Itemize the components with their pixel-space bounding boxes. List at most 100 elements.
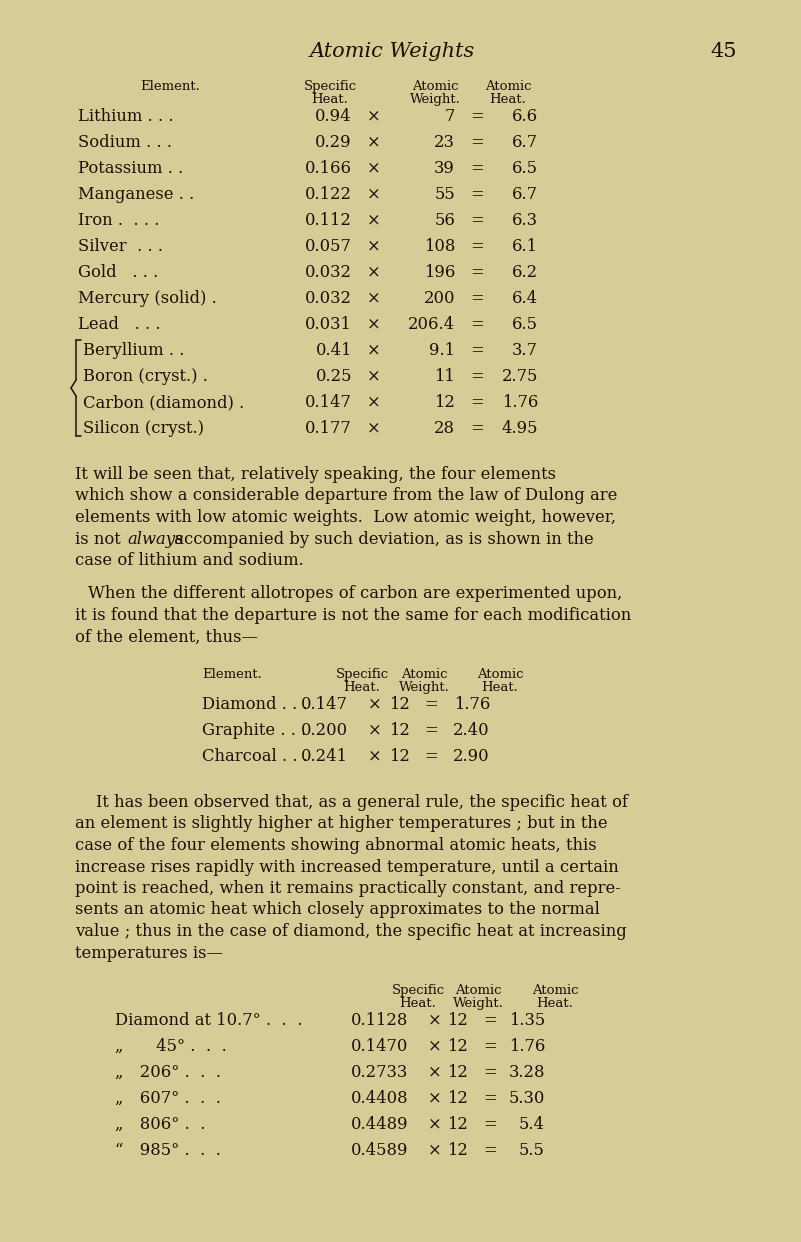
Text: Silicon (cryst.): Silicon (cryst.) bbox=[83, 420, 204, 437]
Text: case of lithium and sodium.: case of lithium and sodium. bbox=[75, 551, 304, 569]
Text: 12: 12 bbox=[389, 722, 410, 739]
Text: 6.1: 6.1 bbox=[512, 238, 538, 255]
Text: 0.147: 0.147 bbox=[305, 394, 352, 411]
Text: =: = bbox=[483, 1141, 497, 1159]
Text: ×: × bbox=[367, 420, 380, 437]
Text: Atomic: Atomic bbox=[455, 984, 501, 997]
Text: 1.76: 1.76 bbox=[509, 1038, 545, 1054]
Text: Atomic Weights: Atomic Weights bbox=[310, 42, 475, 61]
Text: =: = bbox=[470, 212, 484, 229]
Text: 12: 12 bbox=[447, 1117, 468, 1133]
Text: 6.6: 6.6 bbox=[512, 108, 538, 125]
Text: Potassium . .: Potassium . . bbox=[78, 160, 183, 178]
Text: 1.35: 1.35 bbox=[509, 1012, 545, 1030]
Text: When the different allotropes of carbon are experimented upon,: When the different allotropes of carbon … bbox=[88, 585, 622, 602]
Text: 12: 12 bbox=[447, 1090, 468, 1107]
Text: of the element, thus—: of the element, thus— bbox=[75, 628, 258, 646]
Text: 196: 196 bbox=[424, 265, 455, 281]
Text: Diamond . . .: Diamond . . . bbox=[202, 696, 308, 713]
Text: 108: 108 bbox=[424, 238, 455, 255]
Text: ×: × bbox=[368, 696, 382, 713]
Text: 5.5: 5.5 bbox=[519, 1141, 545, 1159]
Text: 6.3: 6.3 bbox=[512, 212, 538, 229]
Text: 0.166: 0.166 bbox=[305, 160, 352, 178]
Text: accompanied by such deviation, as is shown in the: accompanied by such deviation, as is sho… bbox=[169, 530, 594, 548]
Text: 0.057: 0.057 bbox=[305, 238, 352, 255]
Text: ×: × bbox=[367, 289, 380, 307]
Text: 0.1128: 0.1128 bbox=[351, 1012, 408, 1030]
Text: „  45° .  .  .: „ 45° . . . bbox=[115, 1038, 227, 1054]
Text: 0.29: 0.29 bbox=[316, 134, 352, 152]
Text: 0.031: 0.031 bbox=[305, 315, 352, 333]
Text: Heat.: Heat. bbox=[481, 681, 518, 694]
Text: Heat.: Heat. bbox=[344, 681, 380, 694]
Text: temperatures is—: temperatures is— bbox=[75, 944, 223, 961]
Text: =: = bbox=[470, 368, 484, 385]
Text: 2.40: 2.40 bbox=[453, 722, 490, 739]
Text: Heat.: Heat. bbox=[489, 93, 526, 106]
Text: =: = bbox=[470, 265, 484, 281]
Text: ×: × bbox=[367, 160, 380, 178]
Text: Lead   . . .: Lead . . . bbox=[78, 315, 160, 333]
Text: =: = bbox=[424, 722, 438, 739]
Text: Charcoal . . .: Charcoal . . . bbox=[202, 748, 308, 765]
Text: 1.76: 1.76 bbox=[501, 394, 538, 411]
Text: 12: 12 bbox=[447, 1141, 468, 1159]
Text: 0.032: 0.032 bbox=[305, 265, 352, 281]
Text: „ 607° .  .  .: „ 607° . . . bbox=[115, 1090, 221, 1107]
Text: =: = bbox=[470, 315, 484, 333]
Text: =: = bbox=[470, 238, 484, 255]
Text: 12: 12 bbox=[447, 1064, 468, 1081]
Text: Iron .  . . .: Iron . . . . bbox=[78, 212, 159, 229]
Text: Boron (cryst.) .: Boron (cryst.) . bbox=[83, 368, 208, 385]
Text: 6.2: 6.2 bbox=[512, 265, 538, 281]
Text: ×: × bbox=[367, 238, 380, 255]
Text: 0.4589: 0.4589 bbox=[351, 1141, 408, 1159]
Text: 6.7: 6.7 bbox=[512, 134, 538, 152]
Text: “ 985° .  .  .: “ 985° . . . bbox=[115, 1141, 221, 1159]
Text: 12: 12 bbox=[447, 1038, 468, 1054]
Text: Carbon (diamond) .: Carbon (diamond) . bbox=[83, 394, 244, 411]
Text: ×: × bbox=[368, 722, 382, 739]
Text: increase rises rapidly with increased temperature, until a certain: increase rises rapidly with increased te… bbox=[75, 858, 618, 876]
Text: 12: 12 bbox=[389, 748, 410, 765]
Text: 0.241: 0.241 bbox=[301, 748, 348, 765]
Text: 12: 12 bbox=[447, 1012, 468, 1030]
Text: 23: 23 bbox=[434, 134, 455, 152]
Text: Beryllium . .: Beryllium . . bbox=[83, 342, 184, 359]
Text: 6.5: 6.5 bbox=[512, 160, 538, 178]
Text: ×: × bbox=[428, 1064, 441, 1081]
Text: 6.4: 6.4 bbox=[512, 289, 538, 307]
Text: 0.112: 0.112 bbox=[305, 212, 352, 229]
Text: value ; thus in the case of diamond, the specific heat at increasing: value ; thus in the case of diamond, the… bbox=[75, 923, 626, 940]
Text: 2.75: 2.75 bbox=[501, 368, 538, 385]
Text: Weight.: Weight. bbox=[409, 93, 461, 106]
Text: Heat.: Heat. bbox=[400, 997, 437, 1010]
Text: 0.94: 0.94 bbox=[316, 108, 352, 125]
Text: Sodium . . .: Sodium . . . bbox=[78, 134, 172, 152]
Text: 28: 28 bbox=[434, 420, 455, 437]
Text: sents an atomic heat which closely approximates to the normal: sents an atomic heat which closely appro… bbox=[75, 902, 600, 919]
Text: an element is slightly higher at higher temperatures ; but in the: an element is slightly higher at higher … bbox=[75, 816, 608, 832]
Text: 0.4408: 0.4408 bbox=[350, 1090, 408, 1107]
Text: =: = bbox=[483, 1012, 497, 1030]
Text: it is found that the departure is not the same for each modification: it is found that the departure is not th… bbox=[75, 607, 631, 623]
Text: ×: × bbox=[428, 1038, 441, 1054]
Text: 0.200: 0.200 bbox=[301, 722, 348, 739]
Text: 0.41: 0.41 bbox=[316, 342, 352, 359]
Text: Manganese . .: Manganese . . bbox=[78, 186, 195, 202]
Text: ×: × bbox=[367, 394, 380, 411]
Text: =: = bbox=[470, 134, 484, 152]
Text: Silver  . . .: Silver . . . bbox=[78, 238, 163, 255]
Text: Atomic: Atomic bbox=[485, 79, 531, 93]
Text: Element.: Element. bbox=[140, 79, 200, 93]
Text: Atomic: Atomic bbox=[477, 668, 523, 681]
Text: ×: × bbox=[367, 212, 380, 229]
Text: ×: × bbox=[367, 342, 380, 359]
Text: ×: × bbox=[428, 1117, 441, 1133]
Text: ×: × bbox=[428, 1012, 441, 1030]
Text: =: = bbox=[470, 394, 484, 411]
Text: which show a considerable departure from the law of Dulong are: which show a considerable departure from… bbox=[75, 488, 618, 504]
Text: ×: × bbox=[367, 315, 380, 333]
Text: =: = bbox=[483, 1064, 497, 1081]
